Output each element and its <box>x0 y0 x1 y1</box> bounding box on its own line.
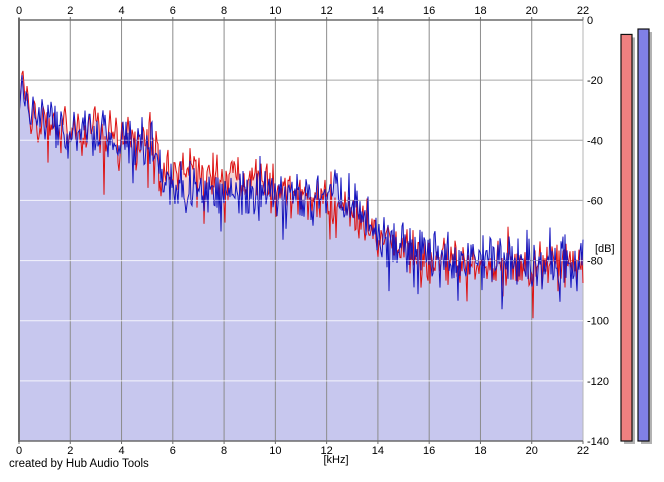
x-tick-label-top: 2 <box>67 5 73 17</box>
x-tick-label-bottom: 8 <box>221 445 227 457</box>
x-tick-label-bottom: 14 <box>372 445 384 457</box>
y-axis-unit-label: [dB] <box>595 243 615 255</box>
x-tick-label-bottom: 18 <box>474 445 486 457</box>
x-tick-label-top: 22 <box>577 5 589 17</box>
x-tick-label-bottom: 10 <box>269 445 281 457</box>
right-channel-peak-meter-bar <box>637 28 650 442</box>
x-tick-label-top: 14 <box>372 5 384 17</box>
x-tick-label-top: 16 <box>423 5 435 17</box>
x-tick-label-top: 18 <box>474 5 486 17</box>
y-tick-label: 0 <box>587 15 593 27</box>
y-tick-label: -60 <box>587 195 603 207</box>
right-channel-fill <box>19 75 583 441</box>
x-tick-label-bottom: 0 <box>16 445 22 457</box>
x-tick-label-bottom: 22 <box>577 445 589 457</box>
x-tick-label-bottom: 12 <box>321 445 333 457</box>
y-tick-label: -120 <box>587 376 609 388</box>
x-tick-label-top: 12 <box>321 5 333 17</box>
x-tick-label-top: 8 <box>221 5 227 17</box>
right-channel-trace <box>18 75 584 310</box>
x-tick-label-top: 0 <box>16 5 22 17</box>
x-tick-label-top: 20 <box>526 5 538 17</box>
y-tick-label: -80 <box>587 256 603 268</box>
x-tick-label-bottom: 16 <box>423 445 435 457</box>
y-tick-label: -100 <box>587 316 609 328</box>
y-tick-label: -20 <box>587 75 603 87</box>
x-tick-label-top: 6 <box>170 5 176 17</box>
x-tick-label-bottom: 20 <box>526 445 538 457</box>
y-tick-label: -40 <box>587 135 603 147</box>
x-tick-label-top: 10 <box>269 5 281 17</box>
x-axis-unit-label: [kHz] <box>323 454 349 466</box>
x-tick-label-bottom: 6 <box>170 445 176 457</box>
y-tick-label: -140 <box>587 436 609 448</box>
credit-text: created by Hub Audio Tools <box>9 458 149 470</box>
left-channel-peak-meter-bar <box>620 33 633 442</box>
x-tick-label-bottom: 4 <box>118 445 124 457</box>
x-tick-label-top: 4 <box>118 5 124 17</box>
x-tick-label-bottom: 2 <box>67 445 73 457</box>
